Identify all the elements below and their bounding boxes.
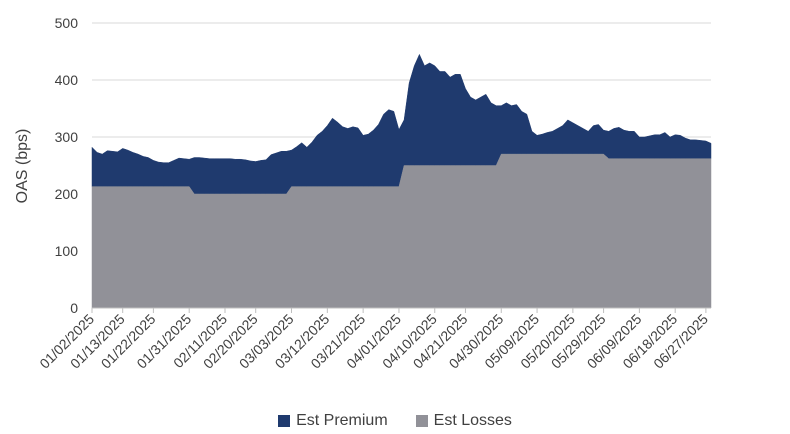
legend-swatch-premium bbox=[278, 415, 291, 427]
legend-label-premium: Est Premium bbox=[296, 412, 388, 429]
legend-swatch-losses bbox=[415, 415, 428, 427]
area-series bbox=[91, 53, 712, 309]
y-tick-label-300: 300 bbox=[55, 129, 79, 145]
legend: Est Premium Est Losses bbox=[0, 408, 790, 434]
legend-label-losses: Est Losses bbox=[433, 412, 512, 429]
y-tick-label-200: 200 bbox=[55, 186, 79, 202]
legend-item-losses: Est Losses bbox=[415, 412, 512, 430]
y-tick-label-400: 400 bbox=[55, 72, 79, 88]
area-est-losses bbox=[91, 153, 712, 309]
y-tick-label-0: 0 bbox=[70, 300, 78, 316]
x-axis: 01/02/202501/13/202501/22/202501/31/2025… bbox=[36, 307, 711, 372]
y-axis: 0 100 200 300 400 500 bbox=[55, 15, 79, 316]
legend-item-premium: Est Premium bbox=[278, 412, 388, 430]
y-tick-label-100: 100 bbox=[55, 243, 79, 259]
y-tick-label-500: 500 bbox=[55, 15, 79, 31]
y-axis-title: OAS (bps) bbox=[14, 129, 31, 204]
